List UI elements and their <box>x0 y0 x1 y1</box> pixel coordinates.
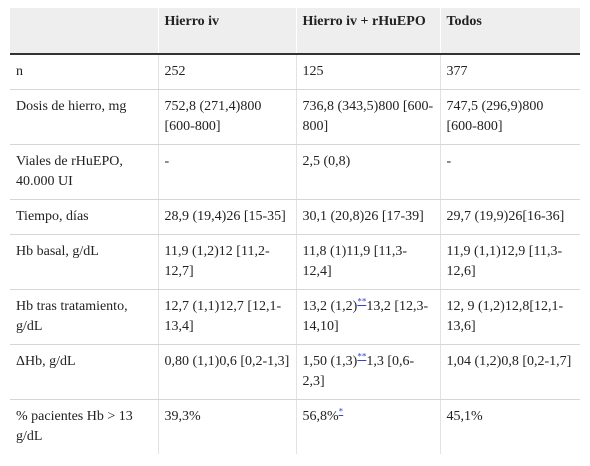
row-label: Viales de rHuEPO, 40.000 UI <box>10 144 159 200</box>
table-cell: 2,5 (0,8) <box>296 144 441 200</box>
cell-value-rest: 13,2 [12,3-14,10] <box>302 299 429 334</box>
footnote-link[interactable]: * <box>338 406 344 417</box>
row-label: n <box>10 54 159 90</box>
cell-value: 13,2 (1,2) <box>302 299 358 314</box>
table-cell: 12, 9 (1,2)12,8[12,1-13,6] <box>440 289 580 345</box>
table-cell: - <box>440 144 580 200</box>
row-label: Tiempo, días <box>10 199 159 235</box>
table-row: Hb basal, g/dL 11,9 (1,2)12 [11,2-12,7] 11… <box>10 234 580 290</box>
table-row: % pacientes Hb > 13 g/dL 39,3% 56,8%* 45,1% <box>10 399 580 454</box>
table-cell: 30,1 (20,8)26 [17-39] <box>296 199 441 235</box>
table-cell: 11,8 (1)11,9 [11,3-12,4] <box>296 234 441 290</box>
cell-value: 1,50 (1,3) <box>302 354 358 369</box>
table-cell: 39,3% <box>158 399 297 454</box>
results-table: Hierro iv Hierro iv + rHuEPO Todos n 252 1… <box>10 8 580 454</box>
cell-value-rest: 1,3 [0,6-2,3] <box>302 354 415 389</box>
table-cell: 252 <box>158 54 297 90</box>
table-row: n 252 125 377 <box>10 54 580 90</box>
table-cell: 11,9 (1,2)12 [11,2-12,7] <box>158 234 297 290</box>
table-row: Hb tras tratamiento, g/dL 12,7 (1,1)12,7 … <box>10 289 580 345</box>
table-cell: 13,2 (1,2)**13,2 [12,3-14,10] <box>296 289 441 345</box>
table-row: Dosis de hierro, mg 752,8 (271,4)800 [600… <box>10 89 580 145</box>
table-cell: 1,50 (1,3)**1,3 [0,6-2,3] <box>296 344 441 400</box>
table-cell: 747,5 (296,9)800 [600-800] <box>440 89 580 145</box>
header-cell-empty <box>10 8 159 55</box>
table-row: Viales de rHuEPO, 40.000 UI -2,5 (0,8) - <box>10 144 580 200</box>
table-cell: 12,7 (1,1)12,7 [12,1-13,4] <box>158 289 297 345</box>
row-label: % pacientes Hb > 13 g/dL <box>10 399 159 454</box>
row-label: Hb basal, g/dL <box>10 234 159 290</box>
footnote-link[interactable]: ** <box>357 296 367 307</box>
table-cell: 56,8%* <box>296 399 441 454</box>
table-row: ΔHb, g/dL 0,80 (1,1)0,6 [0,2-1,3] 1,50 (1,… <box>10 344 580 400</box>
header-cell-hierro-iv: Hierro iv <box>158 8 297 55</box>
table-cell: 736,8 (343,5)800 [600-800] <box>296 89 441 145</box>
row-label: Dosis de hierro, mg <box>10 89 159 145</box>
table-row: Tiempo, días 28,9 (19,4)26 [15-35] 30,1 (2… <box>10 199 580 235</box>
table-cell: 0,80 (1,1)0,6 [0,2-1,3] <box>158 344 297 400</box>
table-cell: 11,9 (1,1)12,9 [11,3-12,6] <box>440 234 580 290</box>
header-row: Hierro iv Hierro iv + rHuEPO Todos <box>10 8 580 55</box>
table-cell: 377 <box>440 54 580 90</box>
cell-value: 56,8% <box>302 409 339 424</box>
footnote-link[interactable]: ** <box>357 351 367 362</box>
table-cell: 1,04 (1,2)0,8 [0,2-1,7] <box>440 344 580 400</box>
header-cell-hierro-iv-rhuepo: Hierro iv + rHuEPO <box>296 8 441 55</box>
table-body: n 252 125 377 Dosis de hierro, mg 752,8 (271,… <box>10 54 580 454</box>
table-cell: - <box>158 144 297 200</box>
header-cell-todos: Todos <box>440 8 580 55</box>
table-cell: 28,9 (19,4)26 [15-35] <box>158 199 297 235</box>
table-cell: 45,1% <box>446 409 483 424</box>
table-cell: 29,7 (19,9)26[16-36] <box>440 199 580 235</box>
row-label: Hb tras tratamiento, g/dL <box>10 289 159 345</box>
row-label: ΔHb, g/dL <box>10 344 159 400</box>
table-cell: 752,8 (271,4)800 [600-800] <box>158 89 297 145</box>
table-cell: 125 <box>296 54 441 90</box>
